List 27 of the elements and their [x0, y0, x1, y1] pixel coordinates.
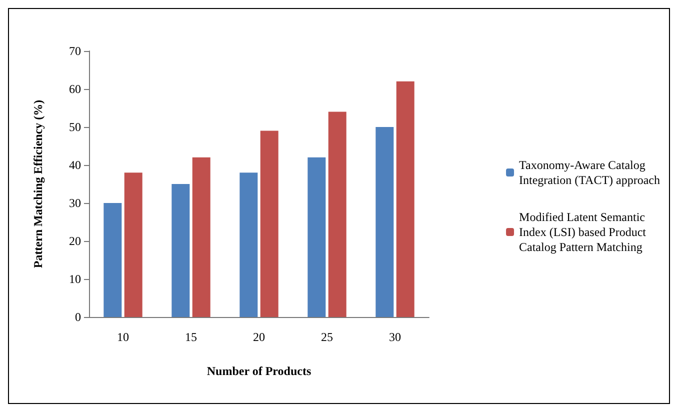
bar [308, 157, 326, 317]
y-tick-label: 0 [75, 310, 81, 324]
x-tick-label: 30 [389, 330, 401, 344]
x-tick-label: 10 [117, 330, 129, 344]
bar [172, 184, 190, 317]
legend-label: Modified Latent Semantic Index (LSI) based Product Catalog Pattern Matching [519, 210, 647, 254]
y-tick-label: 50 [69, 120, 81, 134]
y-tick-label: 30 [69, 196, 81, 210]
x-tick-label: 15 [185, 330, 197, 344]
y-tick-label: 40 [69, 158, 81, 172]
bar [104, 203, 122, 317]
legend-label: Taxonomy-Aware Catalog Integration (TACT) approach [519, 158, 660, 187]
bar [192, 157, 210, 317]
bar [124, 172, 142, 317]
y-axis-title: Pattern Matching Efficiency (%) [31, 100, 45, 268]
y-tick-label: 70 [69, 44, 81, 58]
y-tick-label: 60 [69, 82, 81, 96]
bar [260, 130, 278, 317]
y-tick-label: 20 [69, 234, 81, 248]
x-tick-label: 25 [321, 330, 333, 344]
bar [376, 127, 394, 317]
bar [240, 172, 258, 317]
x-axis-title: Number of Products [206, 364, 312, 378]
y-tick-label: 10 [69, 272, 81, 286]
bar [396, 81, 414, 317]
x-tick-label: 20 [253, 330, 265, 344]
bar [328, 112, 346, 317]
